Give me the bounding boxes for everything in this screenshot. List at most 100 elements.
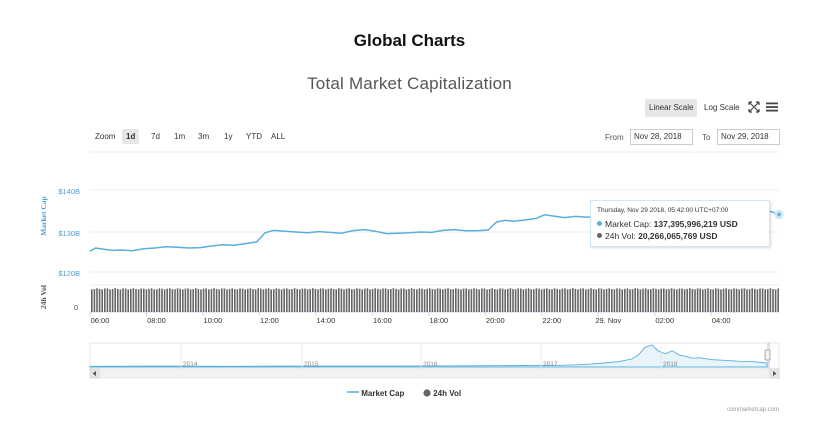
volume-bar	[408, 288, 410, 312]
volume-bar	[522, 289, 525, 312]
volume-bar	[431, 289, 434, 312]
volume-bar	[275, 288, 278, 312]
volume-bar	[504, 289, 506, 312]
volume-bar	[392, 288, 395, 312]
volume-bar	[101, 289, 103, 312]
volume-bar	[629, 289, 631, 312]
volume-bar	[761, 288, 764, 312]
zoom-7d-button[interactable]: 7d	[151, 132, 160, 141]
volume-bar	[535, 288, 538, 312]
zoom-label: Zoom	[95, 132, 116, 141]
zoom-ytd-button[interactable]: YTD	[246, 132, 262, 141]
volume-bar	[559, 289, 561, 312]
volume-bar	[364, 288, 366, 312]
volume-bar	[124, 288, 127, 312]
navigator-year-label: 2014	[183, 361, 198, 368]
volume-bar	[413, 289, 415, 312]
volume-bar	[611, 289, 613, 312]
volume-bar	[733, 288, 735, 312]
volume-bar	[299, 289, 301, 312]
volume-bar	[514, 289, 517, 312]
volume-bar	[356, 288, 358, 312]
zoom-1m-button[interactable]: 1m	[174, 132, 186, 141]
volume-bar	[546, 288, 548, 312]
volume-bar	[351, 289, 353, 312]
volume-bar	[361, 289, 363, 312]
volume-bar	[618, 288, 621, 312]
log-scale-button[interactable]: Log Scale	[704, 103, 740, 112]
volume-bar	[455, 288, 457, 312]
circle-icon	[423, 389, 431, 397]
volume-bar	[772, 289, 774, 312]
chart-tooltip: Thursday, Nov 29 2018, 05:42:00 UTC+07:0…	[590, 200, 770, 247]
volume-bar	[699, 288, 701, 312]
volume-tick-label: 0	[74, 303, 78, 312]
fullscreen-icon[interactable]	[747, 100, 761, 114]
zoom-1d-button[interactable]: 1d	[122, 129, 140, 144]
volume-bar	[561, 288, 564, 312]
navigator-scrollbar[interactable]	[89, 368, 780, 379]
navigator-year-label: 2018	[663, 361, 678, 368]
x-tick-label: 08:00	[147, 316, 166, 325]
to-date-input[interactable]: Nov 29, 2018	[717, 129, 780, 145]
zoom-all-button[interactable]: ALL	[271, 132, 286, 141]
navigator-handle[interactable]	[764, 349, 771, 361]
linear-scale-button[interactable]: Linear Scale	[645, 99, 698, 117]
navigator-year-label: 2015	[304, 361, 319, 368]
zoom-3m-button[interactable]: 3m	[198, 132, 210, 141]
navigator-series	[89, 344, 768, 368]
volume-bar	[681, 288, 683, 312]
volume-bar	[436, 288, 439, 312]
volume-bar	[286, 288, 288, 312]
tooltip-volume: 24h Vol: 20,266,065,769 USD	[597, 231, 718, 241]
volume-bar	[587, 289, 590, 312]
volume-bar	[169, 288, 171, 312]
volume-bar	[426, 288, 428, 312]
volume-bar	[291, 289, 293, 312]
volume-bar	[218, 289, 220, 312]
volume-bar	[769, 288, 772, 312]
x-tick-label: 18:00	[429, 316, 448, 325]
from-date-input[interactable]: Nov 28, 2018	[630, 129, 693, 145]
volume-bar	[670, 288, 673, 312]
volume-bar	[104, 288, 106, 312]
volume-bar	[639, 289, 642, 312]
volume-bar	[176, 288, 179, 312]
volume-bar	[387, 289, 389, 312]
legend-market-cap[interactable]: Market Cap	[347, 389, 404, 398]
navigator-year-label: 2016	[423, 361, 438, 368]
volume-bar	[395, 288, 397, 312]
volume-bar	[730, 289, 733, 312]
volume-bar	[494, 289, 496, 312]
volume-bar	[226, 289, 228, 312]
volume-dot-icon	[597, 233, 602, 238]
navigator[interactable]: 2014 2015 2016 2017 2018	[89, 342, 780, 370]
volume-bar	[319, 288, 322, 312]
volume-bar	[228, 288, 231, 312]
volume-bar	[470, 289, 473, 312]
volume-bar	[598, 288, 600, 312]
volume-bar	[665, 289, 668, 312]
volume-bar	[421, 288, 423, 312]
legend-volume[interactable]: 24h Vol	[423, 389, 461, 398]
volume-bar	[777, 288, 779, 312]
volume-bar	[603, 289, 605, 312]
zoom-1y-button[interactable]: 1y	[224, 132, 233, 141]
volume-bar	[358, 288, 361, 312]
volume-bar	[499, 288, 501, 312]
volume-bar	[553, 288, 556, 312]
volume-bar	[161, 288, 163, 312]
volume-bar	[322, 288, 324, 312]
volume-bar	[405, 289, 408, 312]
volume-bar	[174, 289, 176, 312]
volume-bar	[496, 289, 499, 312]
volume-bar	[304, 288, 306, 312]
volume-bar	[634, 288, 636, 312]
scrollbar-track[interactable]	[89, 368, 780, 379]
menu-icon[interactable]	[765, 100, 779, 114]
volume-bar	[481, 288, 483, 312]
legend-volume-label: 24h Vol	[433, 389, 462, 398]
volume-bar	[208, 289, 210, 312]
volume-bar	[369, 289, 371, 312]
